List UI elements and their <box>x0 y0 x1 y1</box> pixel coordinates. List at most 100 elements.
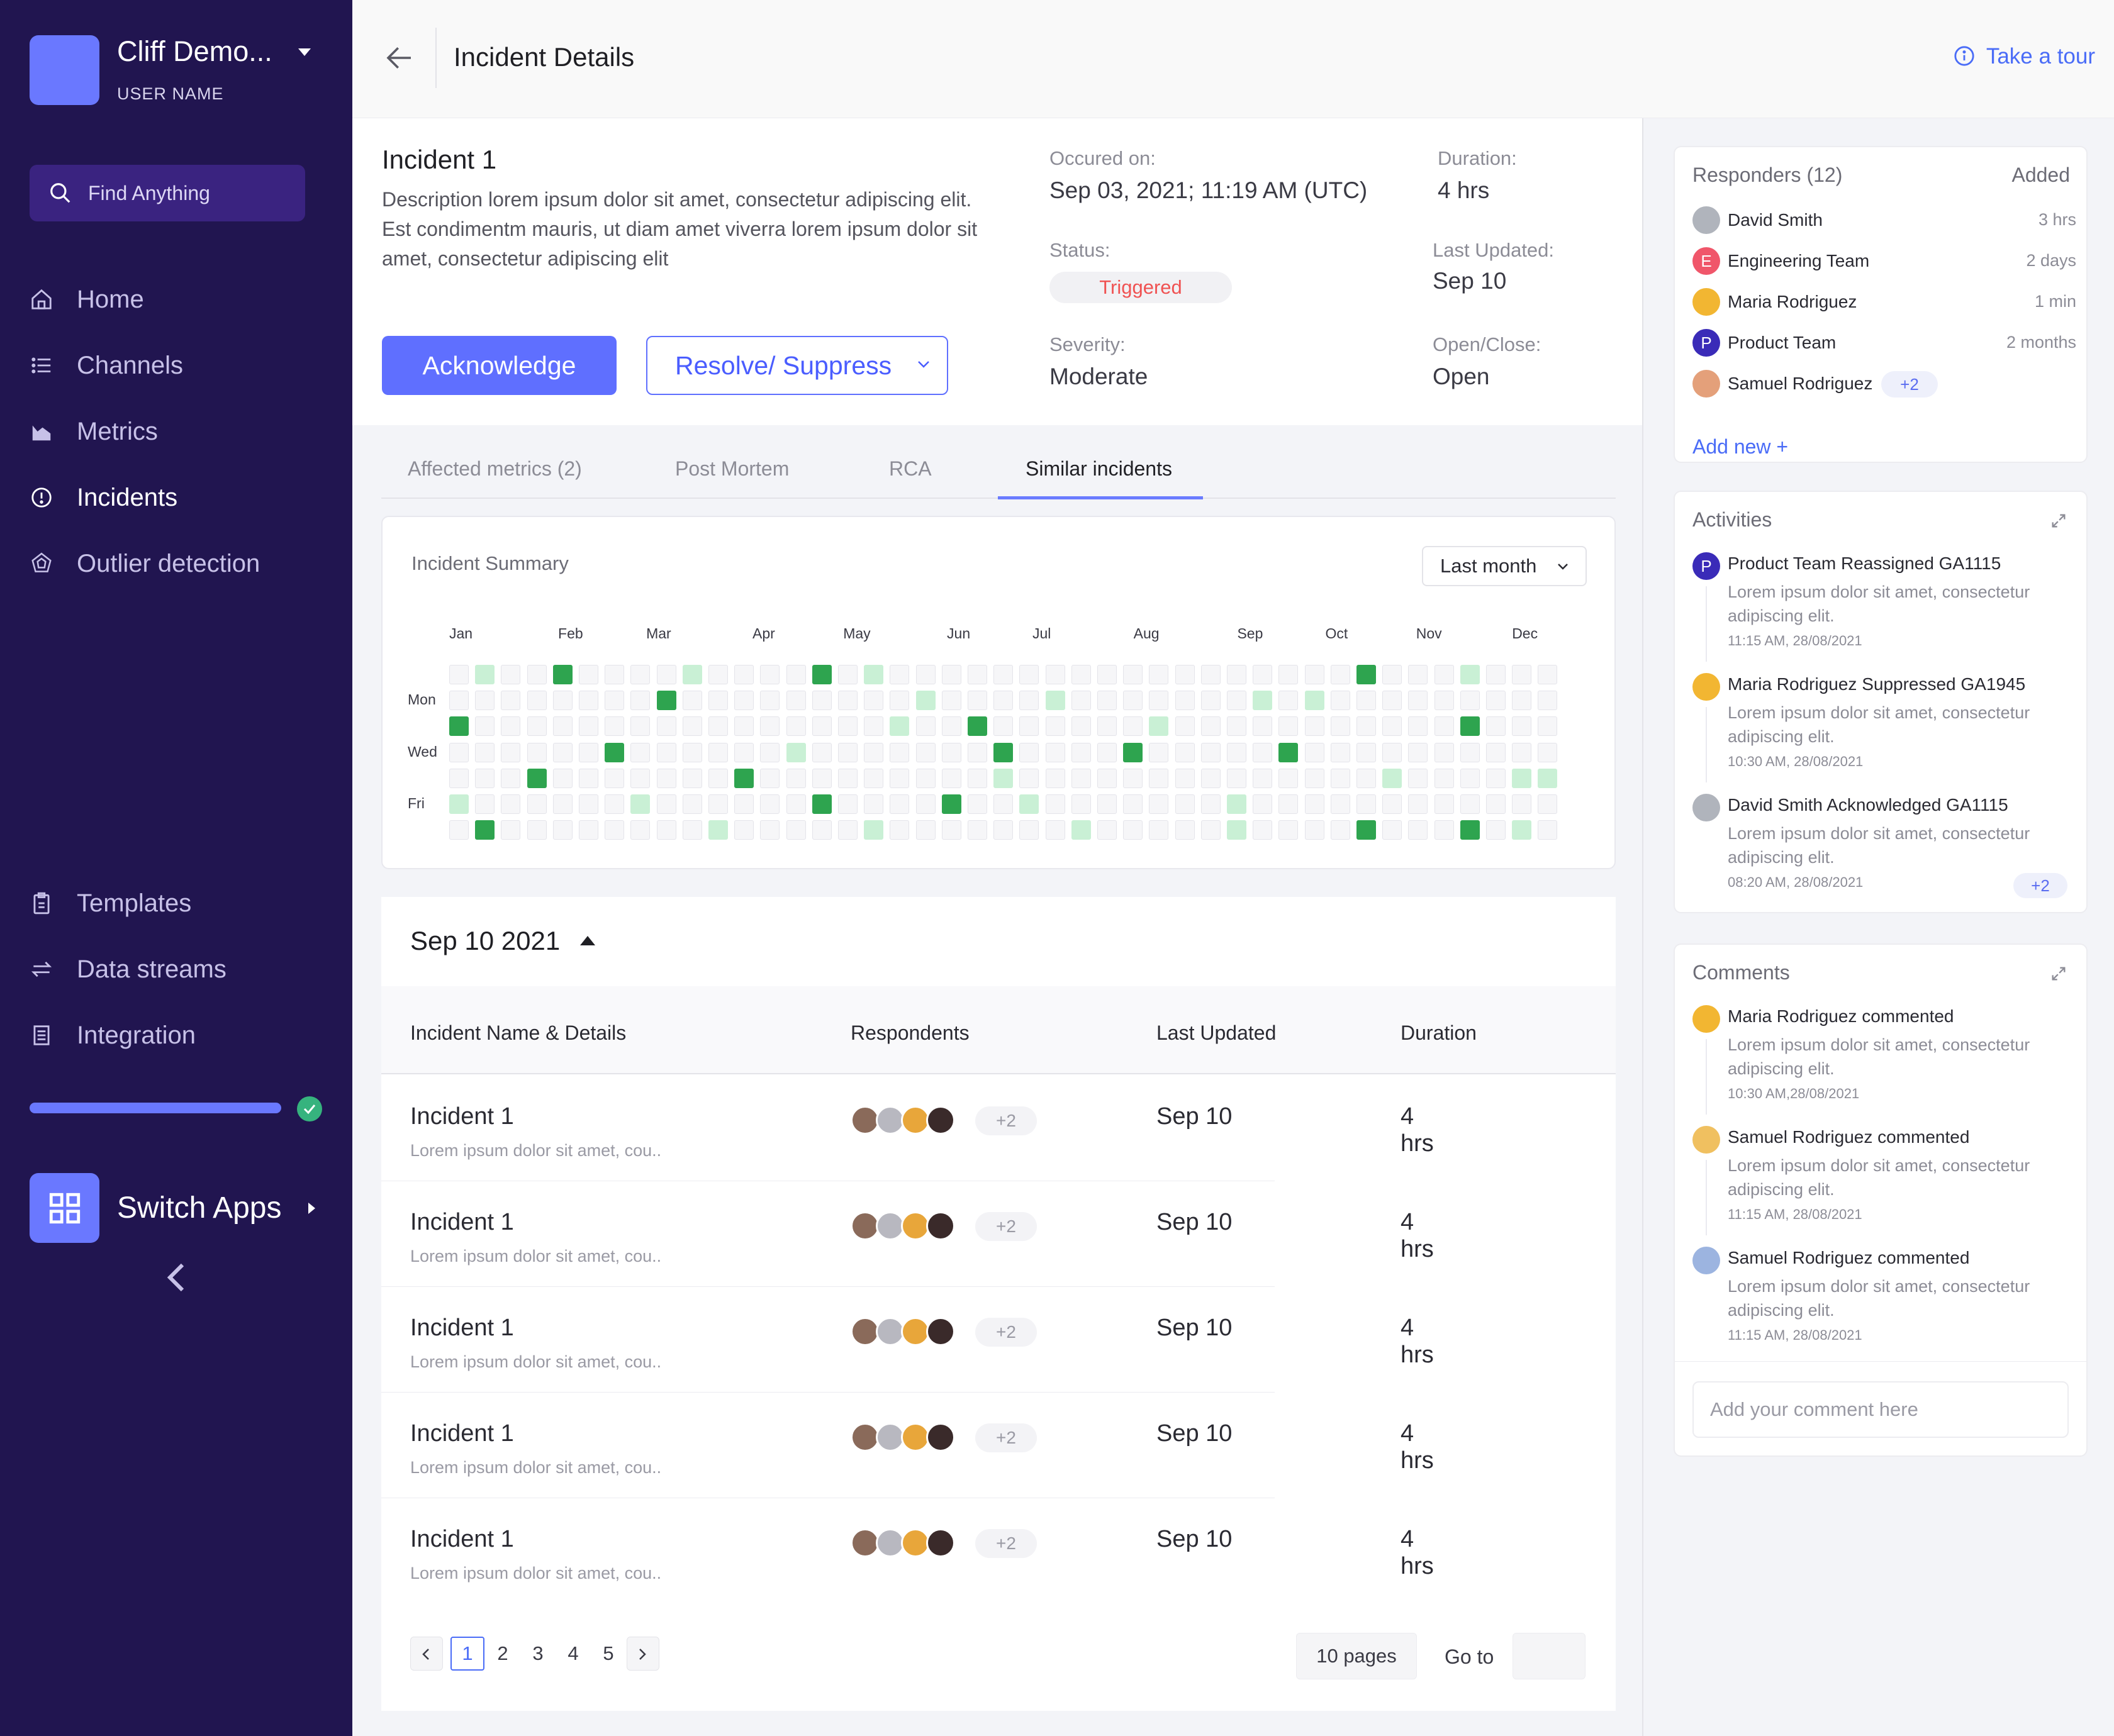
heatmap-cell[interactable] <box>501 768 521 788</box>
heatmap-cell[interactable] <box>1486 742 1506 762</box>
heatmap-cell[interactable] <box>1123 665 1143 684</box>
heatmap-cell[interactable] <box>1253 665 1273 684</box>
date-range-select[interactable]: Last month <box>1422 546 1587 586</box>
heatmap-cell[interactable] <box>1356 794 1376 814</box>
heatmap-cell[interactable] <box>734 665 754 684</box>
heatmap-cell[interactable] <box>1434 691 1454 711</box>
heatmap-cell[interactable] <box>786 716 806 737</box>
heatmap-cell[interactable] <box>838 665 858 684</box>
heatmap-cell[interactable] <box>1149 820 1169 840</box>
respondent-avatars[interactable] <box>851 1423 976 1452</box>
heatmap-cell[interactable] <box>1460 716 1480 737</box>
heatmap-cell[interactable] <box>1408 768 1428 788</box>
heatmap-cell[interactable] <box>1408 665 1428 684</box>
heatmap-cell[interactable] <box>1253 742 1273 762</box>
heatmap-cell[interactable] <box>1512 794 1532 814</box>
nav-item-data-streams[interactable]: Data streams <box>30 947 325 991</box>
heatmap-cell[interactable] <box>449 691 469 711</box>
table-row[interactable]: Incident 1 Lorem ipsum dolor sit amet, co… <box>381 1287 1434 1393</box>
heatmap-cell[interactable] <box>449 716 469 737</box>
heatmap-cell[interactable] <box>864 742 884 762</box>
heatmap-cell[interactable] <box>708 820 728 840</box>
org-name[interactable]: Cliff Demo... <box>117 35 272 67</box>
heatmap-cell[interactable] <box>915 768 936 788</box>
responder-item[interactable]: P Product Team 2 months <box>1692 328 2076 359</box>
heatmap-cell[interactable] <box>605 768 625 788</box>
heatmap-cell[interactable] <box>1382 665 1402 684</box>
heatmap-cell[interactable] <box>734 742 754 762</box>
heatmap-cell[interactable] <box>682 820 702 840</box>
heatmap-cell[interactable] <box>1071 691 1091 711</box>
heatmap-cell[interactable] <box>630 768 651 788</box>
heatmap-cell[interactable] <box>838 820 858 840</box>
heatmap-cell[interactable] <box>1175 665 1195 684</box>
heatmap-cell[interactable] <box>449 820 469 840</box>
heatmap-cell[interactable] <box>1123 742 1143 762</box>
heatmap-cell[interactable] <box>1486 716 1506 737</box>
incident-name[interactable]: Incident 1 <box>410 1103 514 1130</box>
heatmap-cell[interactable] <box>1019 768 1039 788</box>
heatmap-cell[interactable] <box>734 794 754 814</box>
heatmap-cell[interactable] <box>941 794 961 814</box>
heatmap-cell[interactable] <box>993 794 1014 814</box>
heatmap-cell[interactable] <box>786 820 806 840</box>
heatmap-cell[interactable] <box>1019 716 1039 737</box>
table-date-group[interactable]: Sep 10 2021 <box>410 926 561 955</box>
heatmap-cell[interactable] <box>1512 768 1532 788</box>
respondent-avatars[interactable] <box>851 1317 976 1346</box>
heatmap-cell[interactable] <box>1512 691 1532 711</box>
respondent-avatars[interactable] <box>851 1106 976 1135</box>
heatmap-cell[interactable] <box>579 768 598 788</box>
heatmap-cell[interactable] <box>1382 742 1402 762</box>
heatmap-cell[interactable] <box>1304 691 1324 711</box>
heatmap-cell[interactable] <box>1045 716 1065 737</box>
heatmap-cell[interactable] <box>1356 665 1376 684</box>
heatmap-cell[interactable] <box>1330 665 1350 684</box>
heatmap-cell[interactable] <box>682 716 702 737</box>
heatmap-cell[interactable] <box>915 742 936 762</box>
heatmap-cell[interactable] <box>1175 768 1195 788</box>
heatmap-cell[interactable] <box>552 794 573 814</box>
heatmap-cell[interactable] <box>449 665 469 684</box>
heatmap-cell[interactable] <box>552 691 573 711</box>
heatmap-cell[interactable] <box>579 742 598 762</box>
heatmap-cell[interactable] <box>890 691 910 711</box>
heatmap-cell[interactable] <box>501 742 521 762</box>
heatmap-cell[interactable] <box>1019 820 1039 840</box>
heatmap-cell[interactable] <box>968 820 987 840</box>
heatmap-cell[interactable] <box>552 742 573 762</box>
heatmap-cell[interactable] <box>682 768 702 788</box>
heatmap-cell[interactable] <box>1356 691 1376 711</box>
nav-item-incidents[interactable]: Incidents <box>30 475 325 519</box>
heatmap-cell[interactable] <box>1019 742 1039 762</box>
heatmap-cell[interactable] <box>1278 665 1299 684</box>
heatmap-cell[interactable] <box>682 742 702 762</box>
heatmap-cell[interactable] <box>1278 716 1299 737</box>
heatmap-cell[interactable] <box>1330 716 1350 737</box>
more-respondents-badge[interactable]: +2 <box>975 1318 1037 1347</box>
heatmap-cell[interactable] <box>915 691 936 711</box>
add-new-responder-link[interactable]: Add new + <box>1692 435 1789 458</box>
heatmap-cell[interactable] <box>1538 794 1558 814</box>
heatmap-cell[interactable] <box>1486 820 1506 840</box>
heatmap-cell[interactable] <box>527 820 547 840</box>
respondent-avatars[interactable] <box>851 1528 976 1557</box>
heatmap-cell[interactable] <box>1382 691 1402 711</box>
heatmap-cell[interactable] <box>1486 768 1506 788</box>
heatmap-cell[interactable] <box>864 665 884 684</box>
heatmap-cell[interactable] <box>579 716 598 737</box>
heatmap-cell[interactable] <box>993 716 1014 737</box>
heatmap-cell[interactable] <box>708 716 728 737</box>
heatmap-cell[interactable] <box>630 820 651 840</box>
heatmap-cell[interactable] <box>527 794 547 814</box>
goto-page-input[interactable] <box>1513 1633 1586 1679</box>
page-4-button[interactable]: 4 <box>568 1642 579 1664</box>
heatmap-cell[interactable] <box>552 820 573 840</box>
heatmap-cell[interactable] <box>1434 665 1454 684</box>
switch-apps-arrow-icon[interactable] <box>308 1203 315 1214</box>
page-2-button[interactable]: 2 <box>497 1642 508 1664</box>
heatmap-cell[interactable] <box>1460 742 1480 762</box>
heatmap-cell[interactable] <box>630 691 651 711</box>
heatmap-cell[interactable] <box>1330 794 1350 814</box>
heatmap-cell[interactable] <box>838 768 858 788</box>
